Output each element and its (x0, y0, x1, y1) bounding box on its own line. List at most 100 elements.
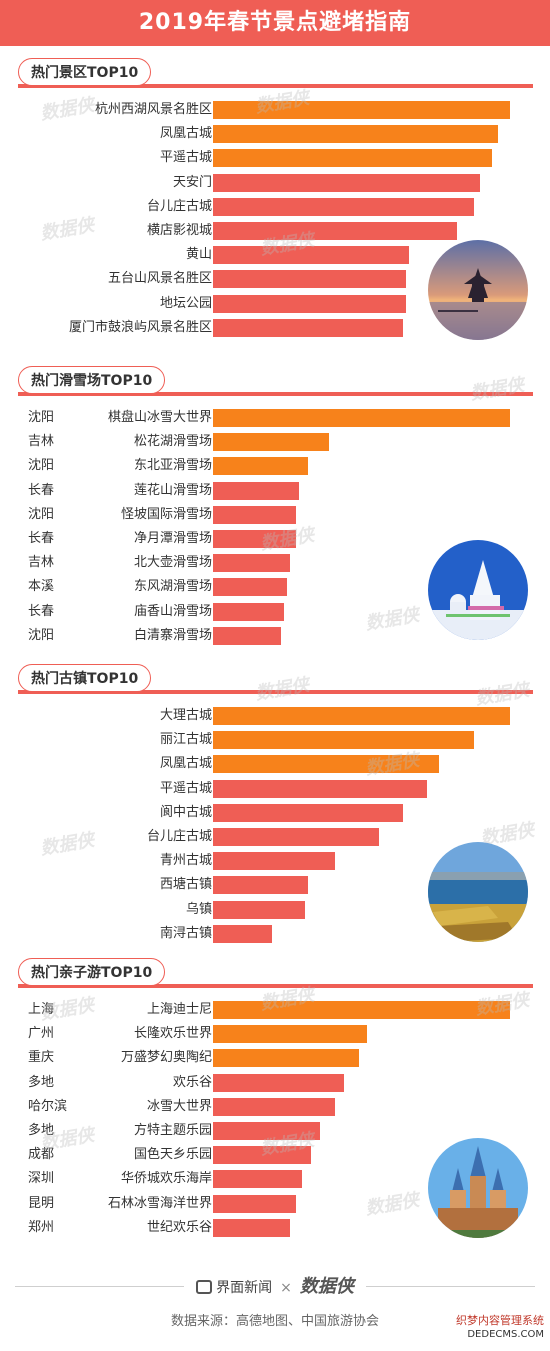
category-label: 黄山 (185, 247, 212, 263)
footer-brand: 界面新闻 × 数据侠 (0, 1272, 550, 1302)
section-title: 热门景区TOP10 (18, 58, 152, 86)
bar (213, 602, 284, 621)
bar-row: 杭州西湖风景名胜区 (0, 98, 550, 122)
page-title: 2019年春节景点避堵指南 (138, 10, 412, 35)
bar-row: 多地 方特主题乐园 (0, 1119, 550, 1143)
section-title: 热门亲子游TOP10 (18, 958, 166, 986)
bar-row: 沈阳 怪坡国际滑雪场 (0, 503, 550, 527)
bar (213, 125, 498, 144)
category-label: 大理古城 (159, 708, 212, 723)
bar-row: 广州 长隆欢乐世界 (0, 1022, 550, 1046)
brand-name: 界面新闻 (216, 1280, 273, 1296)
bar-row: 平遥古城 (0, 777, 550, 801)
brand-separator: × (280, 1280, 292, 1296)
chart-section-4: 热门亲子游TOP10 上海 上海迪士尼广州 长隆欢乐世界重庆 万盛梦幻奥陶纪多地 欢乐谷哈… (0, 958, 550, 1238)
chart-section-3: 热门古镇TOP10 大理古城 丽江古城 凤凰古城 平遥古城 阆中古城 台儿庄古城 青州古城 西塘… (0, 664, 550, 944)
region-label: 上海 (28, 1002, 55, 1017)
category-label: 东北亚滑雪场 (133, 458, 212, 474)
bar-row: 南浔古镇 (0, 922, 550, 946)
bar-row: 吉林 北大壶滑雪场 (0, 551, 550, 575)
category-label: 乌镇 (185, 901, 212, 917)
chart-section-1: 热门景区TOP10 杭州西湖风景名胜区 凤凰古城 平遥古城 天安门 台儿庄古城 横店影视城黄… (0, 58, 550, 338)
bar-row: 昆明 石林冰雪海洋世界 (0, 1192, 550, 1216)
bar (213, 1218, 290, 1237)
region-label: 广州 (28, 1026, 55, 1042)
region-label: 沈阳 (28, 458, 55, 474)
category-label: 长隆欢乐世界 (133, 1026, 212, 1042)
bar (213, 433, 329, 452)
bar (213, 1025, 367, 1044)
category-label: 松花湖滑雪场 (133, 434, 212, 450)
category-label: 庙香山滑雪场 (133, 603, 212, 619)
bar (213, 803, 403, 822)
section-title: 热门古镇TOP10 (18, 664, 152, 692)
section-rule (18, 84, 533, 88)
bar-row: 重庆 万盛梦幻奥陶纪 (0, 1046, 550, 1070)
region-label: 重庆 (28, 1050, 55, 1066)
data-source: 数据来源：高德地图、中国旅游协会 (170, 1314, 379, 1329)
region-label: 本溪 (28, 579, 55, 595)
bar (213, 409, 510, 427)
bar (213, 1170, 302, 1189)
bar (213, 270, 406, 289)
bar (213, 318, 403, 337)
category-label: 怪坡国际滑雪场 (120, 506, 212, 522)
category-label: 西塘古镇 (159, 877, 212, 893)
region-label: 长春 (28, 603, 55, 619)
bar (213, 924, 272, 943)
bar (213, 731, 474, 750)
bar-row: 青州古城 (0, 849, 550, 873)
bar (213, 755, 439, 774)
region-label: 长春 (28, 482, 55, 498)
region-label: 沈阳 (28, 506, 55, 522)
bar-row: 横店影视城 (0, 219, 550, 243)
category-label: 北大壶滑雪场 (133, 555, 212, 571)
bar (213, 554, 290, 573)
bar-row: 哈尔滨 冰雪大世界 (0, 1095, 550, 1119)
corner-watermark: 织梦内容管理系统 DEDECMS.COM (456, 1314, 544, 1342)
bar-row: 长春 庙香山滑雪场 (0, 600, 550, 624)
category-label: 国色天乡乐园 (133, 1147, 212, 1163)
bar-row: 沈阳 东北亚滑雪场 (0, 454, 550, 478)
region-label: 郑州 (28, 1219, 55, 1235)
bar-row: 台儿庄古城 (0, 825, 550, 849)
category-label: 凤凰古城 (159, 126, 212, 142)
category-label: 冰雪大世界 (146, 1098, 212, 1114)
bar (213, 457, 308, 476)
category-label: 杭州西湖风景名胜区 (94, 102, 212, 117)
chart-section-2: 热门滑雪场TOP10 沈阳 棋盘山冰雪大世界 吉林 松花湖滑雪场 沈阳 东北亚滑雪场 长春 莲花… (0, 366, 550, 646)
category-label: 台儿庄古城 (146, 198, 212, 214)
category-label: 青州古城 (159, 853, 212, 869)
bar (213, 779, 427, 798)
partner-logo: 数据侠 (299, 1276, 354, 1297)
bar (213, 707, 510, 725)
category-label: 阆中古城 (159, 804, 212, 820)
bar-row: 长春 莲花山滑雪场 (0, 479, 550, 503)
bar-row: 凤凰古城 (0, 752, 550, 776)
category-label: 上海迪士尼 (146, 1002, 212, 1017)
bar (213, 1073, 344, 1092)
category-label: 莲花山滑雪场 (133, 482, 212, 498)
category-label: 万盛梦幻奥陶纪 (120, 1050, 212, 1066)
lake-boats-photo (428, 842, 528, 942)
bar (213, 1122, 320, 1140)
bar-row: 阆中古城 (0, 801, 550, 825)
bar (213, 1049, 359, 1068)
bar-row: 乌镇 (0, 898, 550, 922)
category-label: 石林冰雪海洋世界 (107, 1195, 212, 1211)
bar (213, 1097, 335, 1116)
category-label: 华侨城欢乐海岸 (120, 1171, 212, 1187)
bar-row: 本溪 东风湖滑雪场 (0, 575, 550, 599)
bar (213, 876, 308, 895)
category-label: 五台山风景名胜区 (107, 271, 212, 287)
category-label: 凤凰古城 (159, 756, 212, 772)
title-banner (0, 0, 550, 46)
section-rule (18, 690, 533, 694)
category-label: 净月潭滑雪场 (133, 531, 212, 546)
bar-row: 沈阳 棋盘山冰雪大世界 (0, 406, 550, 430)
bar-row: 天安门 (0, 171, 550, 195)
bar-row: 多地 欢乐谷 (0, 1071, 550, 1095)
bar-row: 长春 净月潭滑雪场 (0, 527, 550, 551)
category-label: 地坛公园 (159, 295, 212, 311)
snow-castle-photo (428, 540, 528, 640)
